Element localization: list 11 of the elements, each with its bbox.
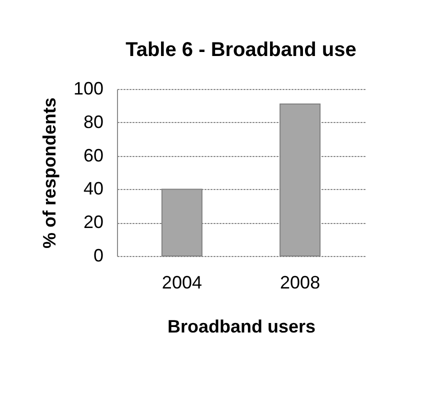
y-tick-label: 80 — [83, 112, 104, 132]
y-tick-label: 100 — [73, 78, 104, 98]
y-axis-title: % of respondents — [39, 97, 60, 249]
x-tick-label: 2008 — [280, 272, 320, 292]
x-tick-label: 2004 — [162, 272, 202, 292]
y-tick-label: 0 — [93, 246, 104, 266]
y-tick-label: 40 — [83, 178, 104, 199]
chart-title: Table 6 - Broadband use — [126, 39, 356, 61]
x-axis-title: Broadband users — [167, 316, 316, 336]
y-tick-label: 60 — [83, 145, 104, 166]
y-tick-label: 20 — [83, 212, 104, 232]
